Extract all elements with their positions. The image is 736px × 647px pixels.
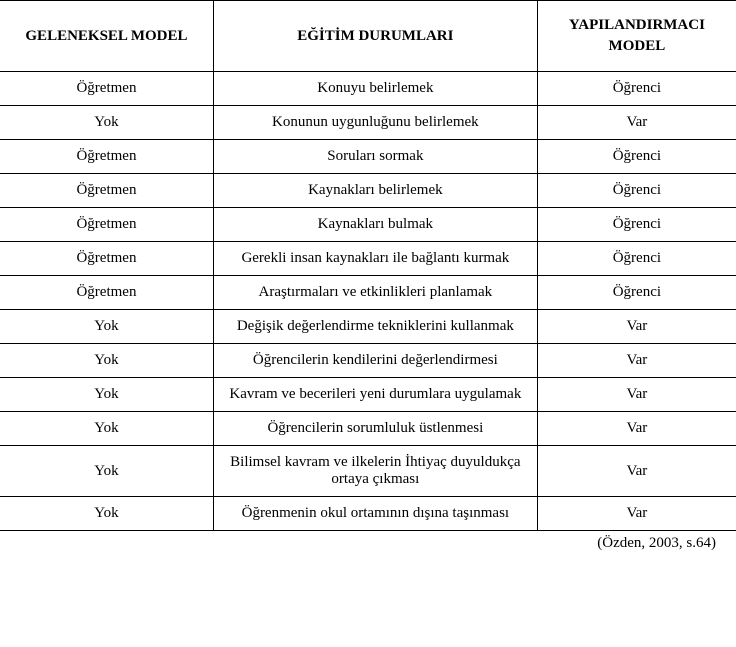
cell-constructivist: Var bbox=[537, 344, 736, 378]
cell-traditional: Yok bbox=[0, 446, 213, 497]
cell-traditional: Öğretmen bbox=[0, 242, 213, 276]
cell-traditional: Yok bbox=[0, 344, 213, 378]
cell-constructivist: Var bbox=[537, 106, 736, 140]
cell-situation: Araştırmaları ve etkinlikleri planlamak bbox=[213, 276, 537, 310]
cell-traditional: Öğretmen bbox=[0, 276, 213, 310]
source-caption: (Özden, 2003, s.64) bbox=[0, 531, 736, 552]
cell-constructivist: Var bbox=[537, 412, 736, 446]
header-col-3-line1: YAPILANDIRMACI bbox=[569, 17, 705, 33]
table-header-row: GELENEKSEL MODEL EĞİTİM DURUMLARI YAPILA… bbox=[0, 1, 736, 72]
cell-constructivist: Var bbox=[537, 378, 736, 412]
cell-situation: Konunun uygunluğunu belirlemek bbox=[213, 106, 537, 140]
table-row: Yok Öğrencilerin kendilerini değerlendir… bbox=[0, 344, 736, 378]
cell-situation: Soruları sormak bbox=[213, 140, 537, 174]
cell-constructivist: Var bbox=[537, 446, 736, 497]
cell-constructivist: Öğrenci bbox=[537, 140, 736, 174]
cell-situation: Konuyu belirlemek bbox=[213, 72, 537, 106]
cell-constructivist: Öğrenci bbox=[537, 174, 736, 208]
table-row: Yok Öğrenmenin okul ortamının dışına taş… bbox=[0, 497, 736, 531]
comparison-table: GELENEKSEL MODEL EĞİTİM DURUMLARI YAPILA… bbox=[0, 0, 736, 531]
cell-situation: Öğrencilerin sorumluluk üstlenmesi bbox=[213, 412, 537, 446]
cell-traditional: Öğretmen bbox=[0, 174, 213, 208]
table-body: Öğretmen Konuyu belirlemek Öğrenci Yok K… bbox=[0, 72, 736, 531]
table-row: Öğretmen Soruları sormak Öğrenci bbox=[0, 140, 736, 174]
table-row: Yok Değişik değerlendirme tekniklerini k… bbox=[0, 310, 736, 344]
header-col-3: YAPILANDIRMACI MODEL bbox=[537, 1, 736, 72]
header-col-3-line2: MODEL bbox=[609, 38, 666, 54]
header-col-1: GELENEKSEL MODEL bbox=[0, 1, 213, 72]
cell-traditional: Yok bbox=[0, 378, 213, 412]
cell-traditional: Öğretmen bbox=[0, 140, 213, 174]
table-row: Yok Kavram ve becerileri yeni durumlara … bbox=[0, 378, 736, 412]
cell-traditional: Öğretmen bbox=[0, 208, 213, 242]
table-row: Yok Öğrencilerin sorumluluk üstlenmesi V… bbox=[0, 412, 736, 446]
cell-traditional: Öğretmen bbox=[0, 72, 213, 106]
cell-situation: Öğrencilerin kendilerini değerlendirmesi bbox=[213, 344, 537, 378]
cell-situation: Kaynakları bulmak bbox=[213, 208, 537, 242]
cell-situation: Bilimsel kavram ve ilkelerin İhtiyaç duy… bbox=[213, 446, 537, 497]
table-row: Öğretmen Kaynakları belirlemek Öğrenci bbox=[0, 174, 736, 208]
table-row: Öğretmen Konuyu belirlemek Öğrenci bbox=[0, 72, 736, 106]
header-col-2: EĞİTİM DURUMLARI bbox=[213, 1, 537, 72]
cell-constructivist: Var bbox=[537, 310, 736, 344]
cell-situation: Kaynakları belirlemek bbox=[213, 174, 537, 208]
cell-traditional: Yok bbox=[0, 106, 213, 140]
cell-constructivist: Öğrenci bbox=[537, 242, 736, 276]
cell-situation: Öğrenmenin okul ortamının dışına taşınma… bbox=[213, 497, 537, 531]
cell-situation: Kavram ve becerileri yeni durumlara uygu… bbox=[213, 378, 537, 412]
cell-traditional: Yok bbox=[0, 310, 213, 344]
table-row: Yok Bilimsel kavram ve ilkelerin İhtiyaç… bbox=[0, 446, 736, 497]
table-row: Öğretmen Araştırmaları ve etkinlikleri p… bbox=[0, 276, 736, 310]
table-row: Öğretmen Kaynakları bulmak Öğrenci bbox=[0, 208, 736, 242]
cell-constructivist: Öğrenci bbox=[537, 208, 736, 242]
cell-constructivist: Var bbox=[537, 497, 736, 531]
table-row: Öğretmen Gerekli insan kaynakları ile ba… bbox=[0, 242, 736, 276]
cell-traditional: Yok bbox=[0, 412, 213, 446]
cell-constructivist: Öğrenci bbox=[537, 72, 736, 106]
table-row: Yok Konunun uygunluğunu belirlemek Var bbox=[0, 106, 736, 140]
cell-situation: Gerekli insan kaynakları ile bağlantı ku… bbox=[213, 242, 537, 276]
cell-constructivist: Öğrenci bbox=[537, 276, 736, 310]
cell-traditional: Yok bbox=[0, 497, 213, 531]
cell-situation: Değişik değerlendirme tekniklerini kulla… bbox=[213, 310, 537, 344]
